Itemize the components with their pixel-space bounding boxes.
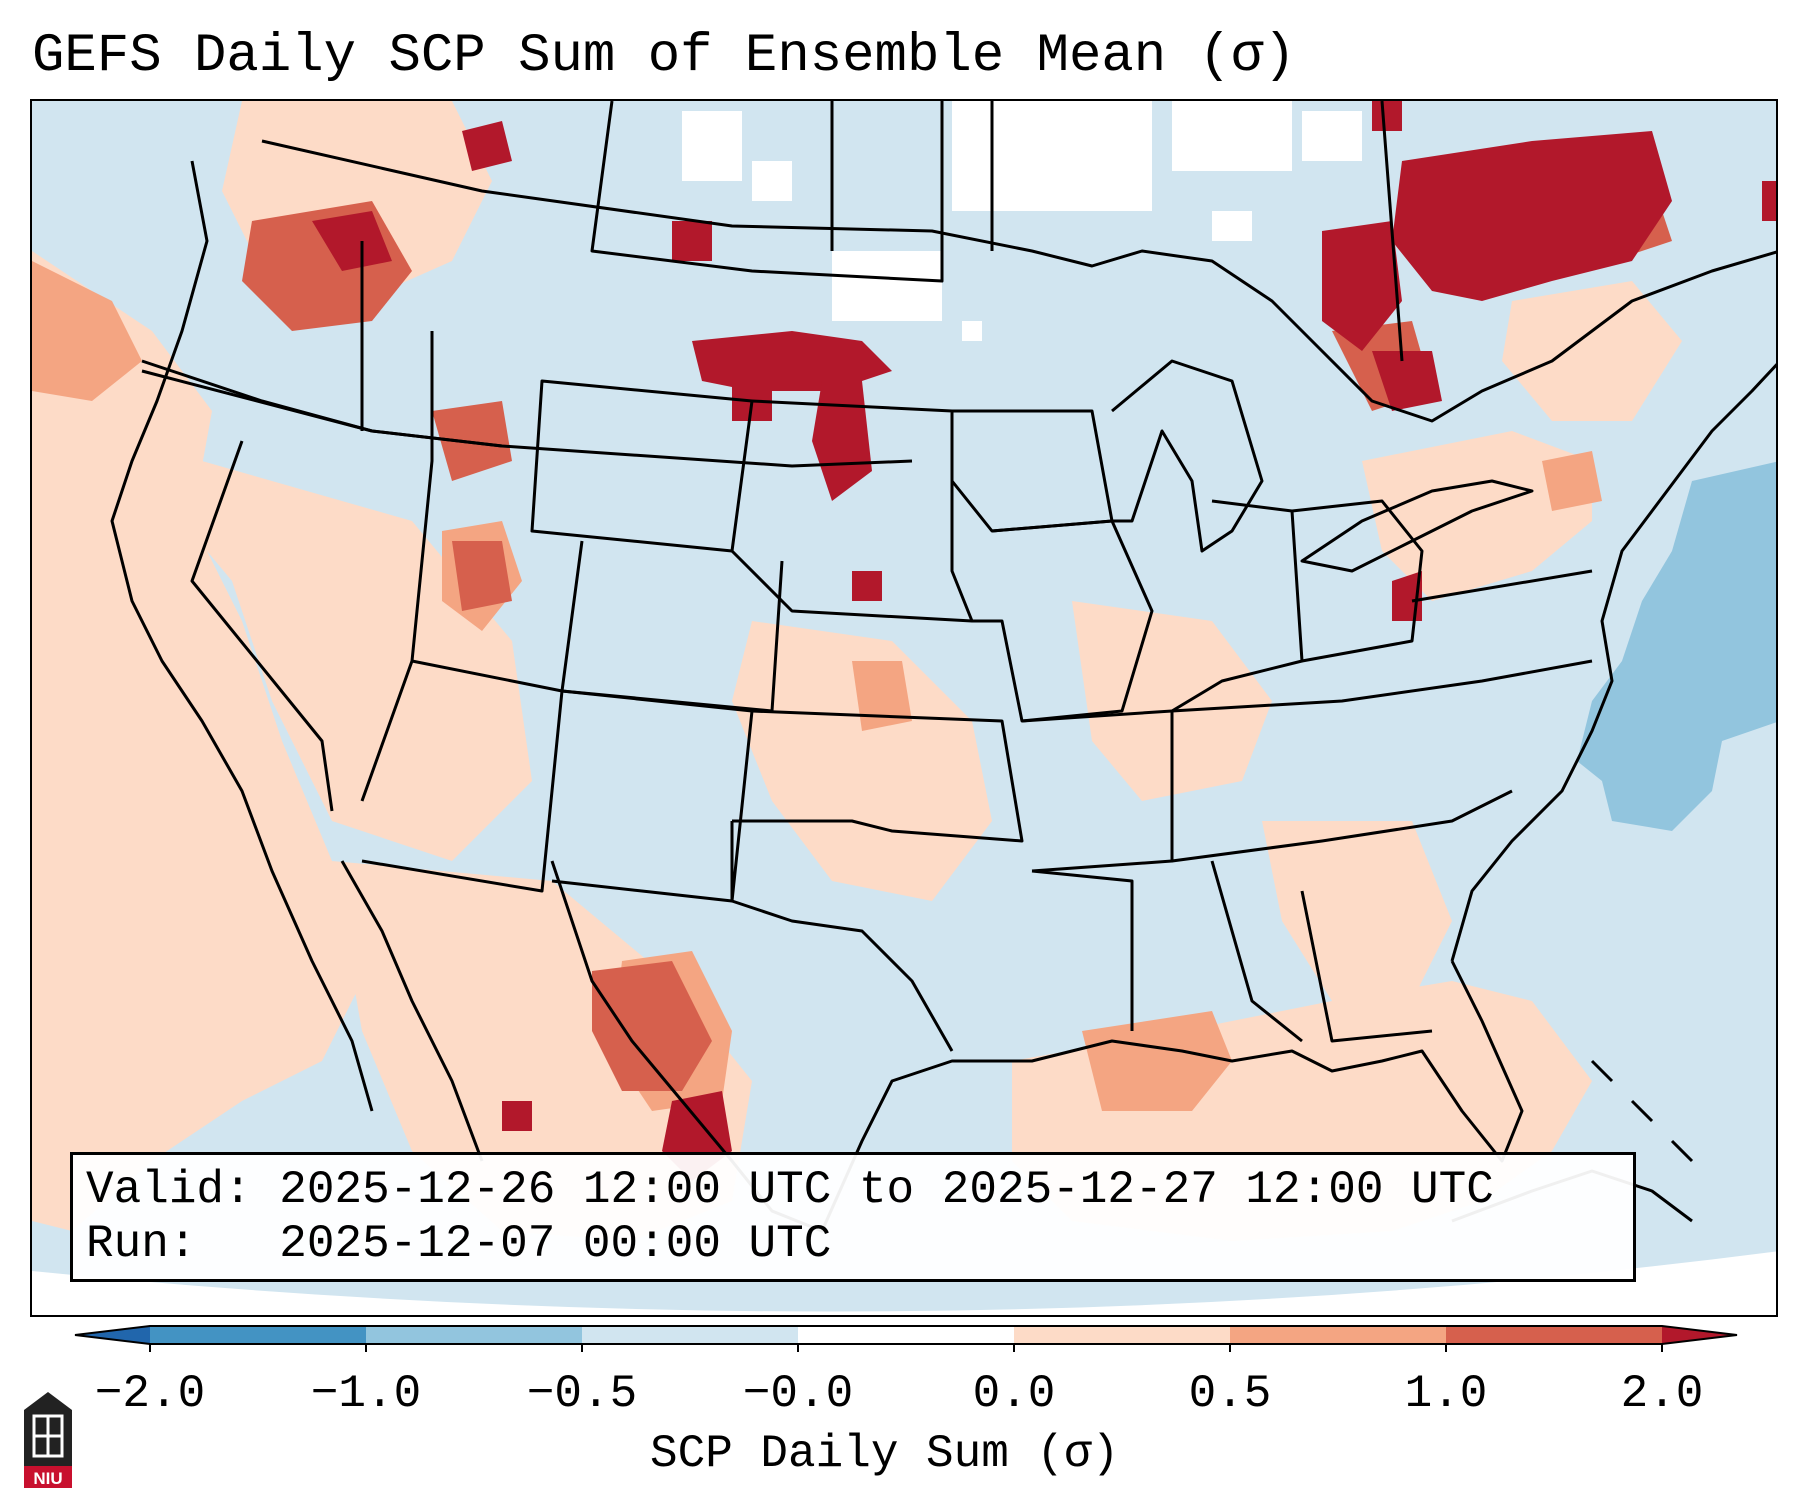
- map-frame: Valid: 2025-12-26 12:00 UTC to 2025-12-2…: [30, 99, 1778, 1317]
- state-line-21: [1171, 789, 1513, 863]
- bahamas: [1590, 1059, 1694, 1163]
- canada-province-line: [830, 101, 1404, 362]
- colorbar-ticks: [149, 1344, 1663, 1352]
- colorbar-bin: [582, 1326, 798, 1344]
- colorbar-bin: [1230, 1326, 1446, 1344]
- map-canvas: [32, 101, 1776, 1315]
- state-line-13: [590, 101, 944, 283]
- state-line-22: [1210, 860, 1303, 1043]
- colorbar-tick-label: 0.5: [1188, 1368, 1272, 1420]
- colorbar-tick-label: −0.0: [742, 1368, 854, 1420]
- us-canada-border: [261, 139, 1776, 423]
- colorbar-bins: [74, 1325, 1738, 1345]
- state-line-3: [190, 440, 334, 812]
- run-line: Run: 2025-12-07 00:00 UTC: [86, 1217, 1633, 1271]
- colorbar-tick-label: 1.0: [1404, 1368, 1488, 1420]
- state-line-19: [1291, 499, 1424, 663]
- state-line-8: [361, 659, 564, 893]
- near-zero-patches: [682, 101, 1362, 341]
- colorbar-bin: [798, 1326, 1014, 1344]
- colorbar-tick-label: 2.0: [1620, 1368, 1704, 1420]
- run-value: 2025-12-07 00:00 UTC: [279, 1218, 832, 1270]
- political-boundaries: [110, 101, 1776, 1233]
- colorbar-tick-label: −2.0: [94, 1368, 206, 1420]
- west-coastline: [110, 160, 374, 1112]
- valid-value: 2025-12-26 12:00 UTC to 2025-12-27 12:00…: [279, 1164, 1494, 1216]
- state-line-24: [1411, 569, 1593, 603]
- colorbar-label: SCP Daily Sum (σ): [650, 1428, 1120, 1480]
- info-box: Valid: 2025-12-26 12:00 UTC to 2025-12-2…: [70, 1152, 1636, 1282]
- great-lakes: [1111, 359, 1264, 553]
- state-line-20: [1171, 659, 1593, 713]
- state-line-2: [141, 369, 913, 468]
- state-line-9: [551, 689, 754, 903]
- logo-red-band: [24, 1466, 72, 1488]
- logo-text: NIU: [33, 1469, 62, 1488]
- colorbar-bin: [1446, 1326, 1662, 1344]
- state-line-12: [730, 399, 974, 623]
- projection-edge: [32, 1251, 1776, 1315]
- colorbar-tick-label: −1.0: [310, 1368, 422, 1420]
- gulf-coastline: [550, 860, 1524, 1233]
- state-line-16: [1021, 709, 1174, 873]
- state-line-10: [732, 709, 1024, 843]
- colorbar: [74, 1325, 1738, 1352]
- mexico-gulf-of-california: [340, 860, 484, 1162]
- state-line-11: [730, 821, 954, 1052]
- run-label: Run:: [86, 1218, 197, 1270]
- east-coastline: [1450, 363, 1776, 962]
- atlantic-negative-region: [1577, 461, 1776, 831]
- niu-logo: NIU: [24, 1392, 72, 1488]
- colorbar-extend-high: [1662, 1326, 1737, 1344]
- colorbar-tick-label: 0.0: [972, 1368, 1056, 1420]
- lake-erie-ontario: [1300, 479, 1534, 573]
- figure-title: GEFS Daily SCP Sum of Ensemble Mean (σ): [32, 26, 1296, 87]
- colorbar-bin: [150, 1326, 366, 1344]
- colorbar-bin: [366, 1326, 582, 1344]
- valid-line: Valid: 2025-12-26 12:00 UTC to 2025-12-2…: [86, 1163, 1633, 1217]
- valid-label: Valid:: [86, 1164, 252, 1216]
- state-line-23: [1300, 890, 1433, 1043]
- state-line-17: [1031, 869, 1134, 1031]
- colorbar-extend-low: [75, 1326, 150, 1344]
- colorbar-bin: [1014, 1326, 1230, 1344]
- state-line-5: [360, 331, 434, 802]
- weak-positive-regions: [32, 101, 1682, 1241]
- colorbar-tick-label: −0.5: [526, 1368, 638, 1420]
